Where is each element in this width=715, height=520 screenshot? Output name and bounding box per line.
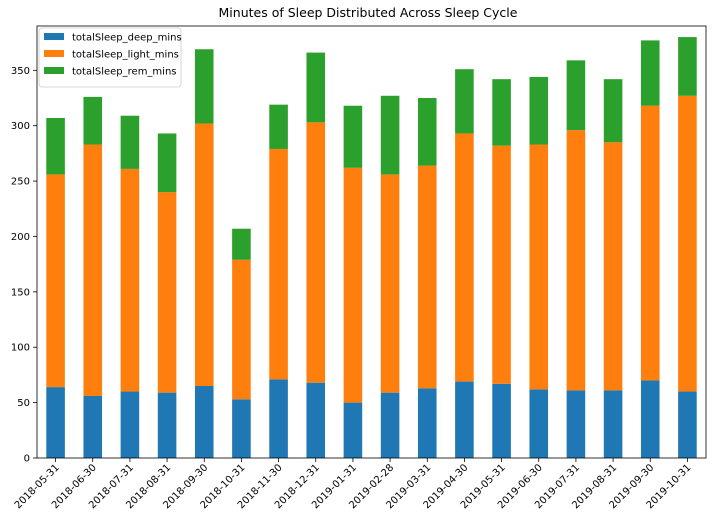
bar-totalSleep_rem_mins-2019-06-30 (529, 76, 549, 145)
bar-totalSleep_rem_mins-2018-06-30 (83, 96, 103, 145)
bar-totalSleep_light_mins-2019-02-28 (380, 174, 400, 393)
bar-totalSleep_light_mins-2018-06-30 (83, 144, 103, 396)
bar-totalSleep_deep_mins-2019-09-30 (640, 380, 660, 458)
y-tick-label: 50 (17, 398, 30, 409)
y-tick-label: 100 (11, 343, 30, 354)
bar-totalSleep_deep_mins-2018-08-31 (157, 392, 177, 458)
bar-totalSleep_light_mins-2019-03-31 (417, 165, 437, 389)
bar-totalSleep_rem_mins-2019-08-31 (603, 79, 623, 143)
chart-title: Minutes of Sleep Distributed Across Slee… (219, 5, 518, 20)
bar-totalSleep_light_mins-2019-01-31 (343, 167, 363, 403)
bar-totalSleep_deep_mins-2018-05-31 (46, 387, 65, 458)
bar-totalSleep_rem_mins-2019-03-31 (417, 98, 437, 166)
y-tick-label: 200 (11, 232, 30, 243)
legend-label-totalSleep_deep_mins: totalSleep_deep_mins (72, 33, 182, 44)
bar-totalSleep_deep_mins-2019-05-31 (492, 383, 511, 458)
bar-totalSleep_deep_mins-2019-02-28 (380, 392, 400, 458)
bar-totalSleep_light_mins-2018-05-31 (46, 174, 65, 388)
legend-swatch-totalSleep_rem_mins (44, 67, 64, 74)
bar-totalSleep_rem_mins-2018-12-31 (306, 52, 326, 123)
bar-totalSleep_rem_mins-2019-02-28 (380, 95, 400, 175)
bar-totalSleep_deep_mins-2018-11-30 (269, 379, 288, 458)
legend: totalSleep_deep_mins totalSleep_light_min… (38, 27, 182, 88)
bar-totalSleep_deep_mins-2019-10-31 (678, 391, 697, 458)
bar-totalSleep_rem_mins-2019-09-30 (640, 40, 660, 106)
plot-frame (36, 25, 707, 459)
bar-totalSleep_rem_mins-2018-05-31 (46, 117, 65, 175)
bar-totalSleep_rem_mins-2018-07-31 (120, 115, 140, 169)
y-tick-label: 150 (11, 287, 30, 298)
bar-totalSleep_deep_mins-2018-07-31 (120, 391, 140, 458)
bar-totalSleep_light_mins-2019-10-31 (678, 95, 697, 392)
bar-totalSleep_light_mins-2019-08-31 (603, 142, 623, 391)
legend-swatch-totalSleep_deep_mins (44, 33, 64, 40)
y-tick-label: 0 (24, 454, 30, 465)
bar-totalSleep_light_mins-2018-07-31 (120, 168, 140, 392)
bar-totalSleep_rem_mins-2019-05-31 (492, 79, 511, 146)
bar-totalSleep_rem_mins-2018-11-30 (269, 104, 288, 149)
bar-totalSleep_rem_mins-2019-01-31 (343, 105, 363, 168)
legend-swatch-totalSleep_light_mins (44, 50, 64, 57)
y-tick-label: 300 (11, 121, 30, 132)
bar-totalSleep_deep_mins-2019-08-31 (603, 390, 623, 458)
bar-totalSleep_light_mins-2019-06-30 (529, 144, 549, 390)
bar-totalSleep_light_mins-2018-11-30 (269, 148, 288, 380)
legend-label-totalSleep_rem_mins: totalSleep_rem_mins (72, 67, 177, 78)
bar-totalSleep_light_mins-2019-04-30 (455, 133, 474, 382)
bar-totalSleep_rem_mins-2019-04-30 (455, 69, 474, 134)
y-tick-label: 350 (11, 66, 30, 77)
bar-totalSleep_deep_mins-2018-06-30 (83, 395, 103, 458)
bar-totalSleep_rem_mins-2018-10-31 (232, 228, 251, 260)
legend-box (38, 27, 182, 88)
bar-totalSleep_deep_mins-2019-07-31 (566, 390, 586, 458)
bars-layer (46, 37, 697, 458)
bar-totalSleep_deep_mins-2019-01-31 (343, 402, 363, 458)
bar-totalSleep_deep_mins-2019-03-31 (417, 388, 437, 458)
legend-label-totalSleep_light_mins: totalSleep_light_mins (72, 50, 179, 61)
bar-totalSleep_light_mins-2019-05-31 (492, 145, 511, 384)
bar-totalSleep_light_mins-2018-08-31 (157, 192, 177, 393)
bar-totalSleep_deep_mins-2018-09-30 (194, 386, 214, 458)
bar-totalSleep_deep_mins-2018-10-31 (232, 399, 251, 458)
bar-totalSleep_light_mins-2018-09-30 (194, 123, 214, 386)
bar-totalSleep_light_mins-2019-09-30 (640, 105, 660, 381)
bar-totalSleep_rem_mins-2018-08-31 (157, 133, 177, 193)
bar-totalSleep_rem_mins-2019-10-31 (678, 37, 697, 96)
bar-totalSleep_light_mins-2018-10-31 (232, 259, 251, 400)
bar-totalSleep_light_mins-2019-07-31 (566, 130, 586, 391)
y-tick-label: 250 (11, 177, 30, 188)
bar-totalSleep_deep_mins-2019-06-30 (529, 389, 549, 458)
bar-totalSleep_deep_mins-2019-04-30 (455, 381, 474, 458)
bar-totalSleep_rem_mins-2018-09-30 (194, 49, 214, 124)
bar-totalSleep_light_mins-2018-12-31 (306, 122, 326, 383)
bar-totalSleep_deep_mins-2018-12-31 (306, 382, 326, 458)
bar-totalSleep_rem_mins-2019-07-31 (566, 60, 586, 131)
